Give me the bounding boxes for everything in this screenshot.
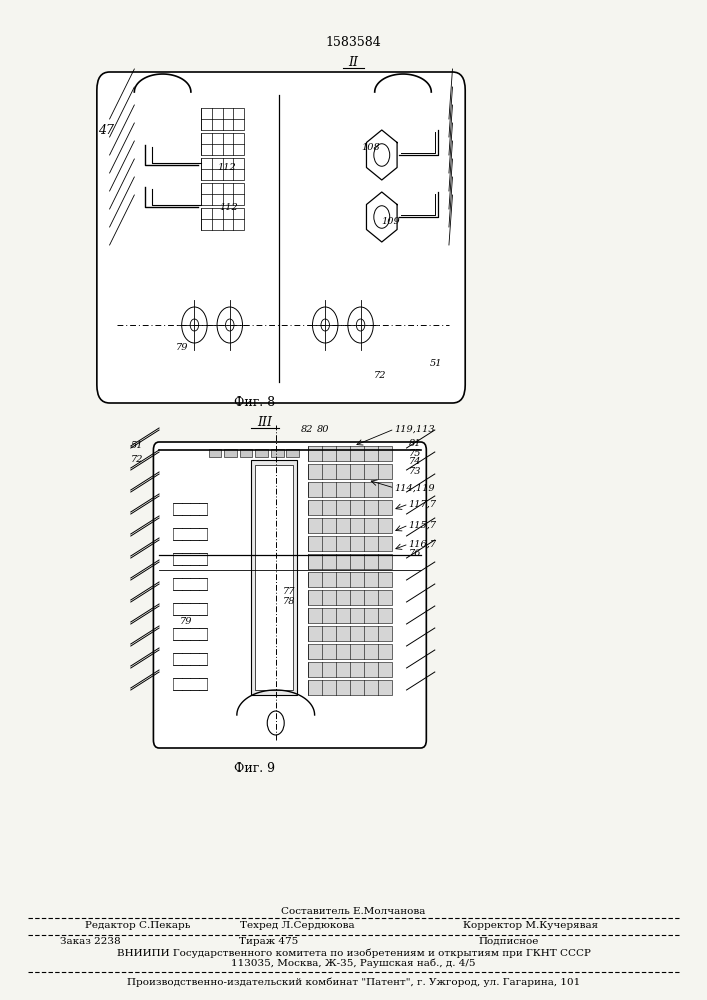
Bar [173,553,207,565]
Circle shape [217,307,243,343]
Bar [209,449,221,457]
Text: 114,119: 114,119 [395,484,435,492]
Text: Корректор М.Кучерявая: Корректор М.Кучерявая [462,920,598,930]
Bar [173,678,207,690]
Text: ВНИИПИ Государственного комитета по изобретениям и открытиям при ГКНТ СССР: ВНИИПИ Государственного комитета по изоб… [117,948,590,958]
Bar [173,503,207,515]
Text: 80: 80 [317,424,329,434]
Bar [201,183,244,205]
FancyBboxPatch shape [97,72,465,403]
Text: 72: 72 [131,456,144,464]
Text: II: II [349,55,358,68]
FancyBboxPatch shape [153,442,426,748]
Text: 119,113: 119,113 [395,424,435,434]
Bar [201,108,244,130]
Bar [308,680,392,695]
Text: 82: 82 [300,424,313,434]
Bar [173,528,207,540]
Text: 108: 108 [362,143,380,152]
Text: Редактор С.Пекарь: Редактор С.Пекарь [85,920,190,930]
Text: Производственно-издательский комбинат "Патент", г. Ужгород, ул. Гагарина, 101: Производственно-издательский комбинат "П… [127,977,580,987]
Circle shape [374,144,390,166]
Bar [308,608,392,623]
Bar [308,482,392,497]
Circle shape [356,319,365,331]
Text: 73: 73 [409,466,421,476]
Circle shape [267,711,284,735]
Bar [173,603,207,615]
Text: 51: 51 [430,360,443,368]
Text: 75: 75 [409,448,421,458]
Text: 115,7: 115,7 [409,520,437,530]
Bar [308,554,392,569]
Circle shape [374,206,390,228]
Bar [173,628,207,640]
Text: 78: 78 [283,597,296,606]
Circle shape [321,319,329,331]
Bar [308,662,392,677]
Text: Заказ 2238: Заказ 2238 [60,936,121,946]
Bar [308,500,392,515]
Bar [308,626,392,641]
Bar [201,133,244,155]
Bar [308,464,392,479]
Circle shape [190,319,199,331]
Circle shape [226,319,234,331]
Text: 1583584: 1583584 [326,36,381,49]
Bar [251,460,297,695]
Text: 112: 112 [217,162,235,172]
Text: Фиг. 8: Фиг. 8 [234,395,275,408]
Bar [255,449,268,457]
Text: Тираж 475: Тираж 475 [239,936,298,946]
Bar [308,536,392,551]
Text: 47: 47 [98,123,114,136]
Text: 116,7: 116,7 [409,540,437,548]
Bar [224,449,237,457]
Text: 79: 79 [180,617,193,626]
Bar [240,449,252,457]
Bar [271,449,284,457]
Bar [308,572,392,587]
Text: Подписное: Подписное [479,936,539,946]
Text: 74: 74 [409,458,421,466]
Bar [173,653,207,665]
Bar [255,465,293,690]
Text: 72: 72 [374,370,387,379]
Text: 76: 76 [409,548,421,558]
Circle shape [182,307,207,343]
Bar [308,644,392,659]
Bar [201,208,244,230]
Bar [173,578,207,590]
Text: 109: 109 [381,218,399,227]
Circle shape [348,307,373,343]
Text: 79: 79 [176,342,189,352]
Text: 77: 77 [283,587,296,596]
Bar [308,518,392,533]
Text: 51: 51 [131,440,144,450]
Bar [308,590,392,605]
Text: III: III [257,416,273,428]
Bar [201,158,244,180]
Text: 112: 112 [219,202,238,212]
Text: Фиг. 9: Фиг. 9 [234,762,275,774]
Text: Техред Л.Сердюкова: Техред Л.Сердюкова [240,920,354,930]
Bar [286,449,299,457]
Text: Составитель Е.Молчанова: Составитель Е.Молчанова [281,908,426,916]
Text: 81: 81 [409,438,421,448]
Text: 117,7: 117,7 [409,499,437,508]
Text: 113035, Москва, Ж-35, Раушская наб., д. 4/5: 113035, Москва, Ж-35, Раушская наб., д. … [231,958,476,968]
Bar [308,446,392,461]
Circle shape [312,307,338,343]
